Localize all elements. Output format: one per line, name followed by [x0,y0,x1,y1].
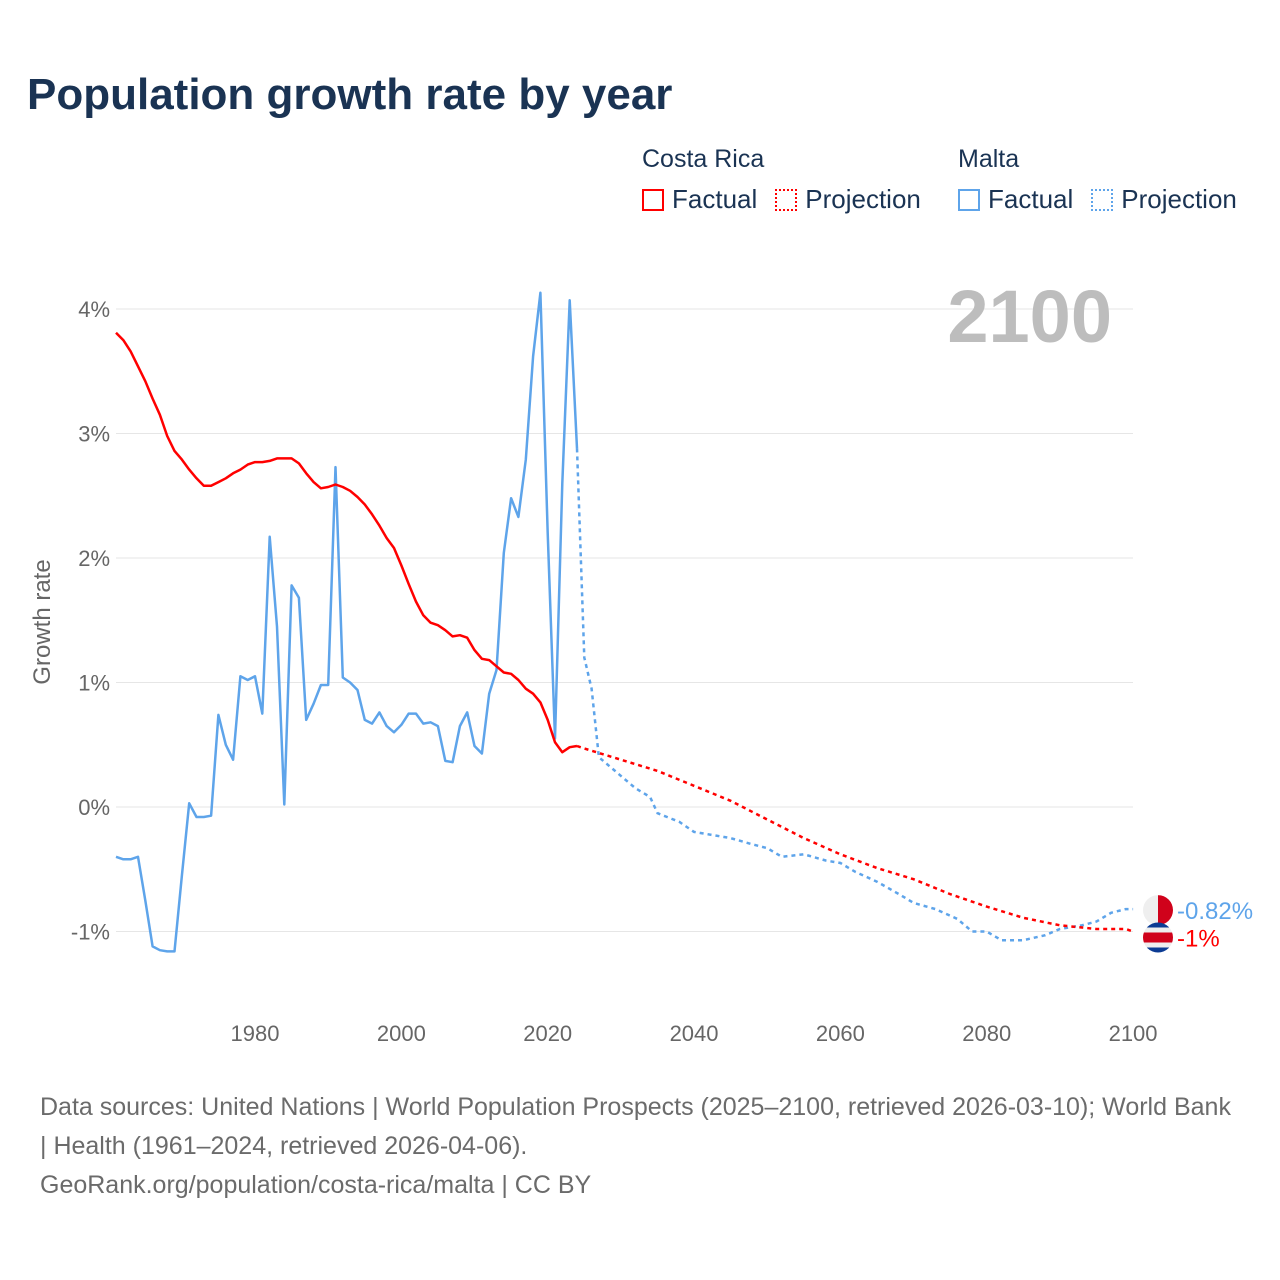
solid-swatch-icon [642,188,664,211]
legend-label: Factual [988,184,1074,214]
legend-label: Projection [805,184,921,214]
legend-label: Factual [672,184,758,214]
chart-title: Population growth rate by year [27,70,673,119]
malta-flag-icon [1143,895,1173,926]
x-tick-label: 2020 [523,1021,572,1046]
x-tick-label: 2100 [1109,1021,1158,1046]
y-tick-label: -1% [71,920,110,945]
data-sources-text: Data sources: United Nations | World Pop… [40,1093,1231,1160]
costa-rica-factual-line [115,331,578,754]
legend-malta: Malta Factual Projection [958,145,1255,215]
x-tick-label: 2040 [670,1021,719,1046]
x-tick-label: 2060 [816,1021,865,1046]
y-tick-label: 3% [78,422,110,447]
y-tick-label: 4% [78,297,110,322]
malta-end-label: -0.82% [1177,898,1253,925]
y-axis-label: Growth rate [29,559,56,684]
malta-factual-line [115,291,579,953]
legend-factual-malta[interactable]: Factual [958,184,1073,215]
dotted-swatch-icon [1091,188,1114,211]
solid-swatch-icon [958,188,980,211]
x-tick-label: 2080 [962,1021,1011,1046]
x-tick-label: 2000 [377,1021,426,1046]
malta-projection-line [575,448,1134,942]
y-tick-label: 2% [78,546,110,571]
x-tick-label: 1980 [231,1021,280,1046]
legend-costa-rica: Costa Rica Factual Projection [642,145,939,215]
line-chart: 4% 3% 2% 1% 0% -1% 1980 2000 2020 2040 2060 2080 210… [29,275,1253,1046]
legend-projection-costa-rica[interactable]: Projection [775,184,921,215]
attribution-link[interactable]: GeoRank.org/population/costa-rica/malta … [40,1171,592,1199]
y-tick-label: 1% [78,671,110,696]
legend-projection-malta[interactable]: Projection [1091,184,1237,215]
costa-rica-end-label: -1% [1177,926,1220,953]
costa-rica-projection-line [576,744,1134,933]
legend-country-label: Costa Rica [642,145,765,173]
legend-country-label: Malta [958,145,1020,173]
year-indicator: 2100 [947,275,1112,358]
source-note: Data sources: United Nations | World Pop… [40,1088,1240,1205]
costa-rica-flag-icon [1143,922,1173,953]
legend-factual-costa-rica[interactable]: Factual [642,184,757,215]
dotted-swatch-icon [775,188,798,211]
legend-label: Projection [1121,184,1237,214]
y-tick-label: 0% [78,795,110,820]
